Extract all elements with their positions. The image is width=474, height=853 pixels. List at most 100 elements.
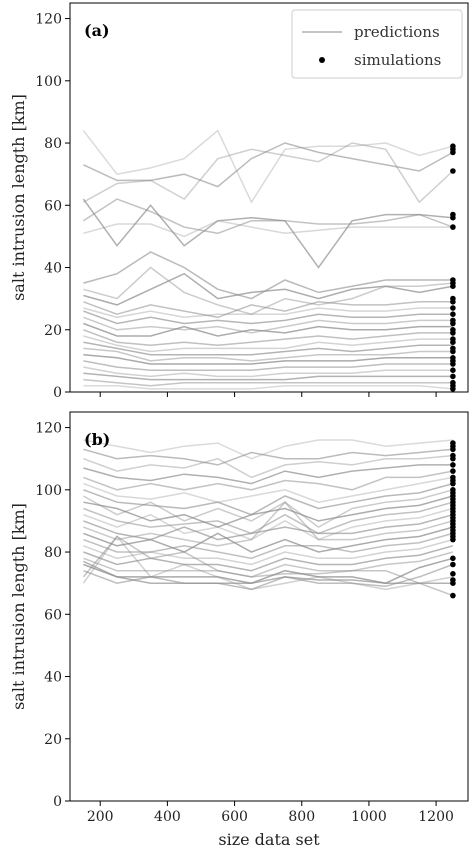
simulation-point bbox=[450, 330, 456, 336]
panel-label-a: (a) bbox=[84, 21, 110, 40]
prediction-line bbox=[83, 513, 454, 541]
x-tick-label: 200 bbox=[87, 809, 114, 825]
legend-simulations-label: simulations bbox=[354, 51, 441, 69]
prediction-line bbox=[83, 307, 453, 319]
simulation-point bbox=[450, 468, 456, 474]
prediction-line bbox=[83, 372, 453, 381]
simulation-dots bbox=[450, 440, 456, 599]
legend-predictions-label: predictions bbox=[354, 23, 440, 41]
prediction-line bbox=[83, 560, 453, 584]
prediction-line bbox=[83, 266, 453, 315]
prediction-line bbox=[83, 220, 453, 238]
prediction-line bbox=[82, 198, 453, 269]
prediction-line bbox=[83, 251, 453, 300]
simulation-point bbox=[450, 446, 456, 453]
simulation-point bbox=[450, 283, 456, 290]
simulation-point bbox=[450, 580, 456, 586]
prediction-line bbox=[83, 495, 454, 528]
prediction-line bbox=[83, 142, 454, 188]
prediction-line bbox=[83, 476, 454, 503]
y-tick-label: 40 bbox=[44, 261, 62, 277]
prediction-line bbox=[83, 526, 454, 553]
prediction-line bbox=[83, 538, 454, 566]
prediction-line bbox=[83, 563, 454, 591]
x-tick-label: 800 bbox=[288, 809, 315, 825]
prediction-line bbox=[83, 335, 453, 353]
prediction-line bbox=[83, 448, 453, 466]
simulation-point bbox=[450, 555, 456, 562]
legend-simulations-swatch bbox=[319, 57, 325, 63]
y-tick-label: 120 bbox=[35, 421, 62, 437]
simulation-point bbox=[450, 571, 456, 577]
simulation-point bbox=[450, 311, 456, 318]
plot-frame-a bbox=[69, 2, 469, 393]
prediction-line bbox=[82, 198, 454, 235]
y-tick-label: 20 bbox=[44, 323, 62, 339]
prediction-line bbox=[83, 551, 454, 578]
y-ticks-a: 0 20 40 60 80 100 120 bbox=[35, 12, 70, 401]
prediction-lines bbox=[82, 439, 454, 597]
simulation-point bbox=[450, 149, 456, 156]
y-tick-label: 40 bbox=[44, 670, 62, 686]
prediction-line bbox=[83, 301, 453, 319]
y-tick-label: 60 bbox=[44, 607, 62, 623]
panel-a: 0 20 40 60 80 100 120 (a) salt intrusion lengt… bbox=[9, 2, 469, 401]
prediction-line bbox=[83, 439, 453, 460]
panel-b: 0 20 40 60 80 100 120 200 400 600 800 1000 1200 (b)… bbox=[9, 411, 469, 825]
y-tick-label: 80 bbox=[44, 545, 62, 561]
prediction-line bbox=[83, 385, 453, 390]
prediction-line bbox=[83, 366, 453, 378]
x-axis-label: size data set bbox=[218, 830, 320, 849]
y-tick-label: 20 bbox=[44, 732, 62, 748]
simulation-point bbox=[450, 561, 456, 568]
prediction-line bbox=[83, 545, 454, 572]
prediction-line bbox=[83, 464, 453, 485]
prediction-line bbox=[83, 347, 453, 362]
prediction-line bbox=[83, 532, 454, 560]
simulation-point bbox=[450, 320, 456, 327]
simulation-point bbox=[450, 455, 456, 462]
simulation-point bbox=[450, 305, 456, 311]
x-ticks-b: 200 400 600 800 1000 1200 bbox=[87, 801, 454, 825]
simulation-point bbox=[450, 214, 456, 221]
prediction-line bbox=[83, 501, 454, 535]
plot-frame-b bbox=[69, 411, 469, 802]
y-ticks-b: 0 20 40 60 80 100 120 bbox=[35, 421, 70, 810]
x-tick-label: 400 bbox=[154, 809, 181, 825]
simulation-point bbox=[450, 373, 456, 380]
y-tick-label: 100 bbox=[35, 74, 62, 90]
prediction-line bbox=[82, 535, 454, 591]
y-tick-label: 120 bbox=[35, 12, 62, 28]
y-tick-label: 100 bbox=[35, 483, 62, 499]
prediction-line bbox=[83, 329, 453, 347]
simulation-point bbox=[450, 386, 456, 392]
simulation-point bbox=[450, 348, 456, 355]
prediction-line bbox=[83, 378, 453, 387]
simulation-point bbox=[450, 224, 456, 230]
y-tick-label: 60 bbox=[44, 198, 62, 214]
simulation-point bbox=[450, 462, 456, 468]
x-tick-label: 1000 bbox=[351, 809, 387, 825]
prediction-lines bbox=[82, 129, 454, 390]
legend-box bbox=[291, 9, 463, 79]
simulation-point bbox=[450, 299, 456, 305]
y-axis-label-a: salt intrusion length [km] bbox=[9, 94, 28, 301]
simulation-point bbox=[450, 168, 456, 174]
x-tick-label: 600 bbox=[221, 809, 248, 825]
prediction-line bbox=[83, 360, 453, 371]
x-ticks-a bbox=[99, 392, 437, 397]
prediction-line bbox=[83, 316, 453, 334]
simulation-dots bbox=[450, 143, 456, 392]
prediction-line bbox=[83, 272, 454, 306]
prediction-line bbox=[83, 310, 453, 325]
panel-label-b: (b) bbox=[84, 430, 110, 449]
simulation-point bbox=[450, 536, 456, 543]
prediction-line bbox=[83, 322, 453, 337]
prediction-line bbox=[82, 535, 454, 597]
prediction-line bbox=[83, 501, 454, 547]
prediction-line bbox=[82, 129, 454, 204]
legend: predictions simulations bbox=[291, 9, 463, 79]
prediction-line bbox=[83, 470, 454, 491]
prediction-line bbox=[83, 142, 454, 204]
